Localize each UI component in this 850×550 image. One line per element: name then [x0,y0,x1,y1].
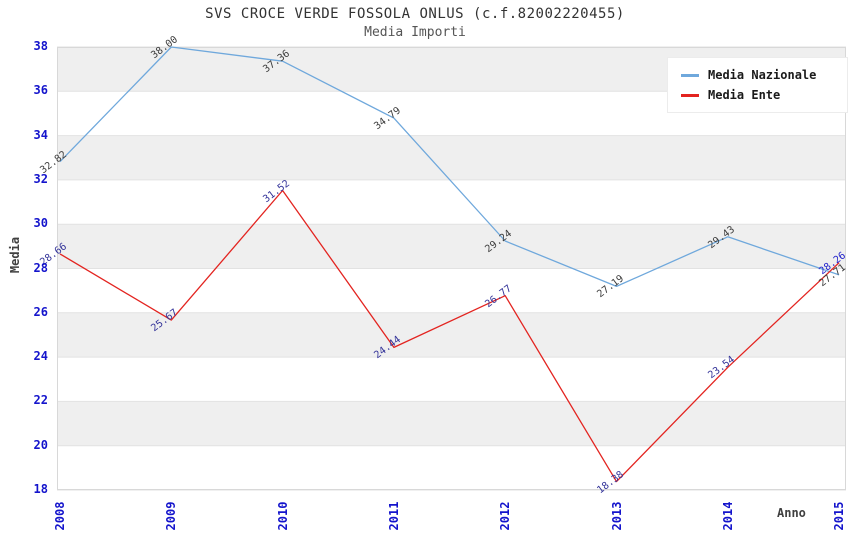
point-label-media-ente: 18.38 [594,468,626,496]
x-tick-label: 2013 [609,501,624,531]
legend-item-media-nazionale: Media Nazionale [668,68,847,82]
point-label-media-ente: 26.77 [483,282,515,310]
x-tick-label: 2010 [275,501,290,531]
grid-band [57,357,846,402]
y-tick-label: 22 [33,393,48,408]
legend: Media Nazionale Media Ente [667,57,848,113]
legend-item-media-ente: Media Ente [668,88,847,102]
plot-border [57,47,846,490]
point-label-media-ente: 23.54 [706,354,737,382]
y-tick-label: 20 [33,437,48,452]
x-tick-label: 2011 [386,501,401,531]
point-label-media-nazionale: 29.24 [483,228,515,256]
y-axis-title: Media [8,236,22,274]
x-tick-label: 2014 [720,501,735,531]
point-label-media-nazionale: 29.43 [706,224,737,251]
y-tick-label: 30 [33,216,48,231]
point-label-media-nazionale: 27.19 [594,273,626,301]
point-label-media-nazionale: 34.79 [372,105,403,133]
point-label-media-ente: 25.67 [149,307,181,335]
plot-overlay: 32.82 38.00 37.36 34.79 29.24 27.19 29.43 27.71… [38,34,848,495]
y-tick-label: 24 [33,349,48,364]
y-tick-label: 32 [33,171,48,186]
series-line-media-ente [59,189,840,483]
grid-band [57,224,846,269]
y-tick-label: 36 [33,83,48,98]
legend-label: Media Ente [708,88,781,102]
grid-band [57,445,846,490]
point-label-media-nazionale: 37.36 [260,48,292,76]
y-tick-label: 28 [33,260,48,275]
legend-line-swatch-icon [681,73,699,77]
point-label-media-ente: 24.44 [372,334,403,362]
grid-band [57,179,846,225]
x-tick-label: 2015 [832,501,847,531]
y-tick-label: 18 [33,482,48,496]
grid-band [57,135,846,180]
x-tick-label: 2012 [498,501,513,531]
chart-title: SVS CROCE VERDE FOSSOLA ONLUS (c.f.82002… [205,6,625,22]
y-tick-label: 26 [33,304,48,319]
series-line-media-nazionale [59,46,840,288]
legend-line-swatch-icon [681,93,699,97]
x-axis-title: Anno [777,506,806,520]
legend-label: Media Nazionale [708,68,817,82]
grid-band [57,401,846,446]
y-tick-label: 38 [33,39,48,53]
x-tick-label: 2009 [164,501,179,531]
x-tick-label: 2008 [53,501,67,531]
chart-subtitle: Media Importi [364,25,466,40]
y-tick-label: 34 [33,127,48,142]
grid-band [57,268,846,313]
point-label-media-ente: 31.52 [260,177,292,205]
plot-area: 32.82 38.00 37.36 34.79 29.24 27.19 29.43 27.71… [38,34,848,495]
